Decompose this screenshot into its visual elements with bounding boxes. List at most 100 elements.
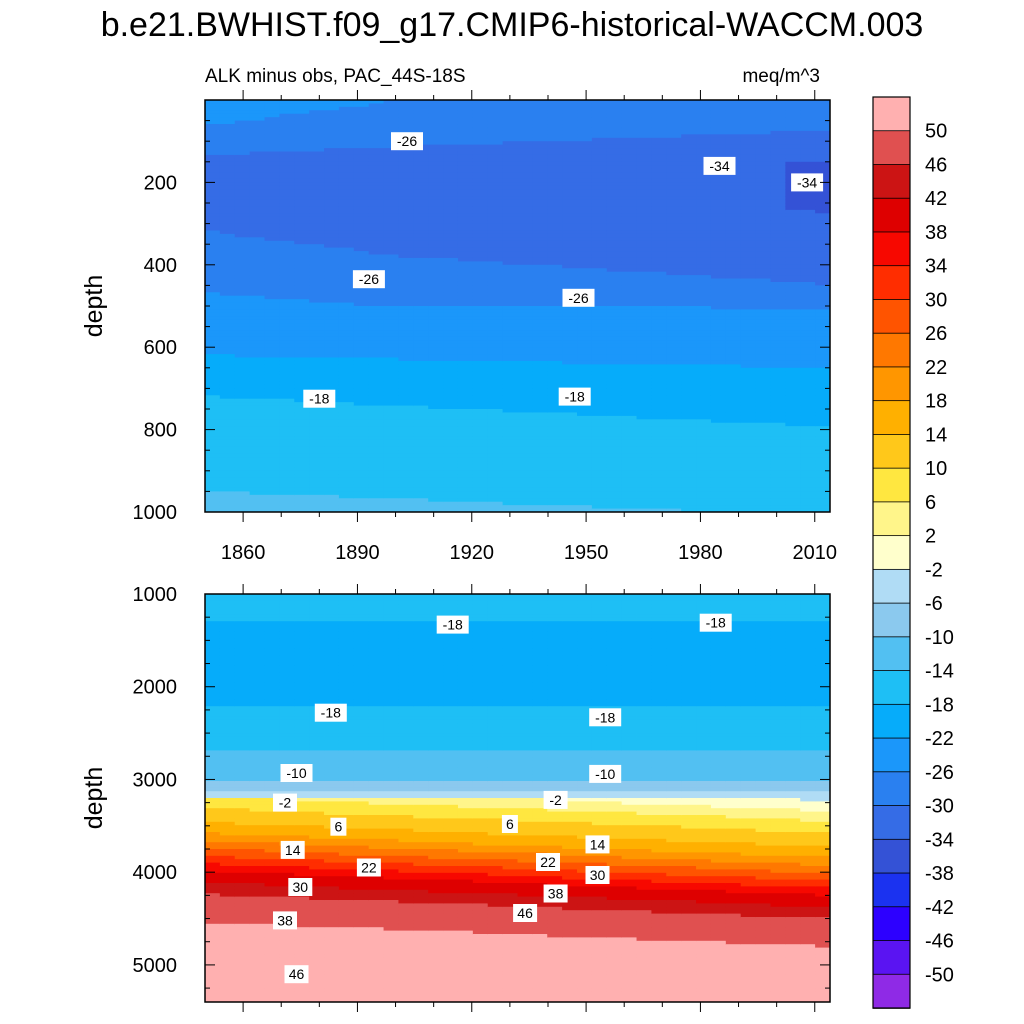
heatmap-cell (383, 326, 400, 331)
heatmap-cell (636, 429, 653, 434)
heatmap-cell (398, 463, 414, 468)
heatmap-cell (606, 336, 623, 341)
heatmap-cell (562, 419, 578, 424)
heatmap-cell (249, 402, 266, 407)
heatmap-cell (353, 175, 370, 180)
heatmap-cell (651, 312, 667, 317)
heatmap-cell (800, 285, 816, 290)
heatmap-cell (324, 343, 340, 348)
heatmap-cell (725, 240, 742, 245)
heatmap-cell (338, 189, 355, 194)
heatmap-cell (621, 436, 638, 441)
heatmap-cell (815, 154, 830, 159)
heatmap-cell (785, 196, 801, 201)
heatmap-cell (577, 271, 593, 276)
heatmap-cell (517, 343, 533, 348)
heatmap-cell (651, 134, 667, 139)
heatmap-cell (740, 460, 757, 465)
heatmap-cell (681, 378, 697, 383)
heatmap-cell (696, 330, 712, 335)
heatmap-cell (443, 487, 459, 492)
heatmap-cell (755, 120, 772, 125)
heatmap-cell (651, 367, 667, 372)
heatmap-cell (621, 460, 638, 465)
heatmap-cell (219, 175, 236, 180)
heatmap-cell (710, 481, 727, 486)
heatmap-cell (353, 189, 370, 194)
heatmap-cell (472, 285, 489, 290)
heatmap-cell (636, 230, 653, 235)
heatmap-cell (547, 450, 563, 455)
heatmap-cell (785, 384, 801, 389)
heatmap-cell (770, 240, 786, 245)
heatmap-cell (324, 347, 340, 352)
heatmap-cell (457, 275, 474, 280)
heatmap-cell (547, 275, 563, 280)
heatmap-cell (547, 357, 563, 362)
heatmap-cell (562, 213, 578, 218)
heatmap-cell (666, 292, 682, 297)
heatmap-cell (532, 477, 548, 482)
heatmap-cell (353, 261, 370, 266)
heatmap-cell (279, 409, 295, 414)
heatmap-cell (770, 481, 786, 486)
heatmap-cell (591, 481, 608, 486)
heatmap-cell (606, 144, 623, 149)
heatmap-cell (725, 364, 742, 369)
heatmap-cell (785, 378, 801, 383)
heatmap-cell (696, 477, 712, 482)
heatmap-cell (740, 117, 757, 122)
heatmap-cell (264, 144, 280, 149)
heatmap-cell (770, 100, 786, 105)
heatmap-cell (413, 240, 429, 245)
heatmap-cell (338, 302, 355, 307)
heatmap-cell (428, 487, 444, 492)
heatmap-cell (264, 481, 280, 486)
heatmap-cell (472, 491, 489, 496)
heatmap-cell (279, 419, 295, 424)
heatmap-cell (383, 354, 400, 359)
heatmap-cell (696, 333, 712, 338)
heatmap-cell (368, 199, 385, 204)
heatmap-cell (710, 484, 727, 489)
heatmap-cell (353, 484, 370, 489)
heatmap-cell (324, 244, 340, 249)
heatmap-cell (785, 154, 801, 159)
heatmap-cell (338, 240, 355, 245)
heatmap-cell (651, 412, 667, 417)
heatmap-cell (636, 182, 653, 187)
heatmap-cell (502, 295, 519, 300)
heatmap-cell (219, 347, 236, 352)
heatmap-cell (815, 309, 830, 314)
heatmap-cell (309, 268, 325, 273)
heatmap-cell (413, 281, 429, 286)
heatmap-cell (205, 100, 221, 105)
heatmap-cell (309, 381, 325, 386)
heatmap-cell (398, 230, 414, 235)
heatmap-cell (338, 309, 355, 314)
heatmap-cell (443, 415, 459, 420)
heatmap-cell (398, 278, 414, 283)
heatmap-cell (309, 206, 325, 211)
heatmap-cell (606, 323, 623, 328)
heatmap-cell (517, 233, 533, 238)
heatmap-cell (696, 498, 712, 503)
heatmap-cell (591, 295, 608, 300)
heatmap-cell (443, 100, 459, 105)
heatmap-cell (205, 206, 221, 211)
heatmap-cell (681, 292, 697, 297)
heatmap-cell (472, 316, 489, 321)
heatmap-cell (264, 433, 280, 438)
heatmap-cell (800, 141, 816, 146)
heatmap-cell (681, 264, 697, 269)
heatmap-cell (651, 419, 667, 424)
heatmap-cell (324, 271, 340, 276)
heatmap-cell (606, 268, 623, 273)
heatmap-cell (234, 436, 251, 441)
heatmap-cell (666, 154, 682, 159)
heatmap-cell (547, 347, 563, 352)
heatmap-cell (532, 254, 548, 259)
heatmap-cell (294, 264, 310, 269)
heatmap-cell (770, 419, 786, 424)
heatmap-cell (309, 299, 325, 304)
